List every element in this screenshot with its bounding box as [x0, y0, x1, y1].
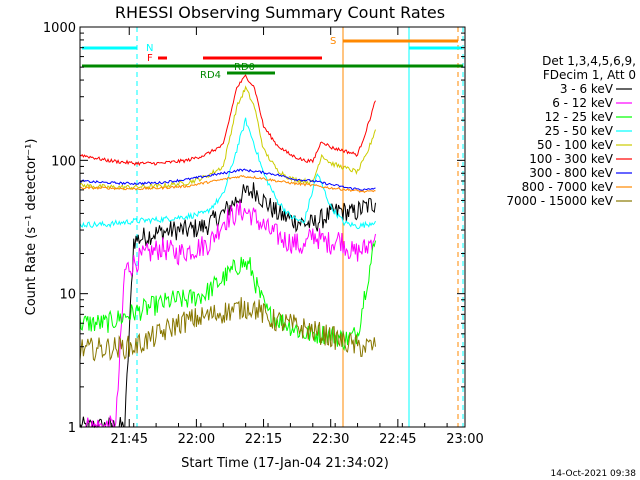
x-tick-label: 21:45 — [111, 432, 148, 447]
series-line — [79, 85, 376, 191]
legend-header: FDecim 1, Att 0 — [543, 68, 636, 82]
series-line — [79, 297, 376, 362]
x-tick-label: 23:00 — [446, 432, 483, 447]
series-line — [79, 117, 376, 230]
annotation-label: S — [330, 36, 336, 47]
legend: Det 1,3,4,5,6,9,FDecim 1, Att 03 - 6 keV… — [506, 54, 636, 208]
legend-entry-label: 50 - 100 keV — [537, 138, 614, 152]
annotation-label: RD4 — [200, 70, 221, 81]
x-tick-label: 22:15 — [245, 432, 282, 447]
y-tick-label: 1000 — [43, 21, 76, 36]
x-tick-label: 22:00 — [178, 432, 215, 447]
annotation-label: N — [146, 43, 153, 54]
annotation-label: F — [147, 53, 153, 64]
series-line — [79, 74, 376, 167]
series-line — [80, 200, 376, 429]
footer-timestamp: 14-Oct-2021 09:38 — [551, 469, 637, 479]
y-tick-label: 1 — [68, 421, 76, 436]
y-axis-label: Count Rate (s⁻¹ detector⁻¹) — [24, 139, 39, 316]
plot-frame — [79, 26, 466, 428]
legend-entry-label: 25 - 50 keV — [545, 124, 614, 138]
x-tick-label: 22:30 — [312, 432, 349, 447]
x-tick-label: 22:45 — [379, 432, 416, 447]
y-tick-label: 100 — [51, 154, 76, 169]
series-line — [79, 240, 376, 351]
legend-entry-label: 12 - 25 keV — [545, 110, 614, 124]
legend-entry-label: 800 - 7000 keV — [522, 180, 614, 194]
legend-entry-label: 6 - 12 keV — [552, 96, 614, 110]
chart-title: RHESSI Observing Summary Count Rates — [115, 3, 445, 22]
legend-entry-label: 3 - 6 keV — [560, 82, 614, 96]
legend-header: Det 1,3,4,5,6,9, — [542, 54, 636, 68]
y-tick-label: 10 — [59, 288, 76, 303]
series-line — [79, 168, 376, 191]
plot-area: NF RD0 RD4 S — [79, 27, 464, 429]
x-axis: 21:45 22:00 22:15 22:30 22:45 23:00 — [88, 27, 484, 447]
series-line — [79, 175, 376, 194]
x-axis-label: Start Time (17-Jan-04 21:34:02) — [181, 456, 389, 471]
legend-entry-label: 300 - 800 keV — [529, 166, 613, 180]
legend-entry-label: 100 - 300 keV — [529, 152, 613, 166]
legend-entry-label: 7000 - 15000 keV — [506, 194, 613, 208]
annotation-label: RD0 — [234, 62, 255, 73]
y-axis: 1 10 100 1000 — [43, 21, 465, 436]
series-line — [79, 182, 376, 429]
